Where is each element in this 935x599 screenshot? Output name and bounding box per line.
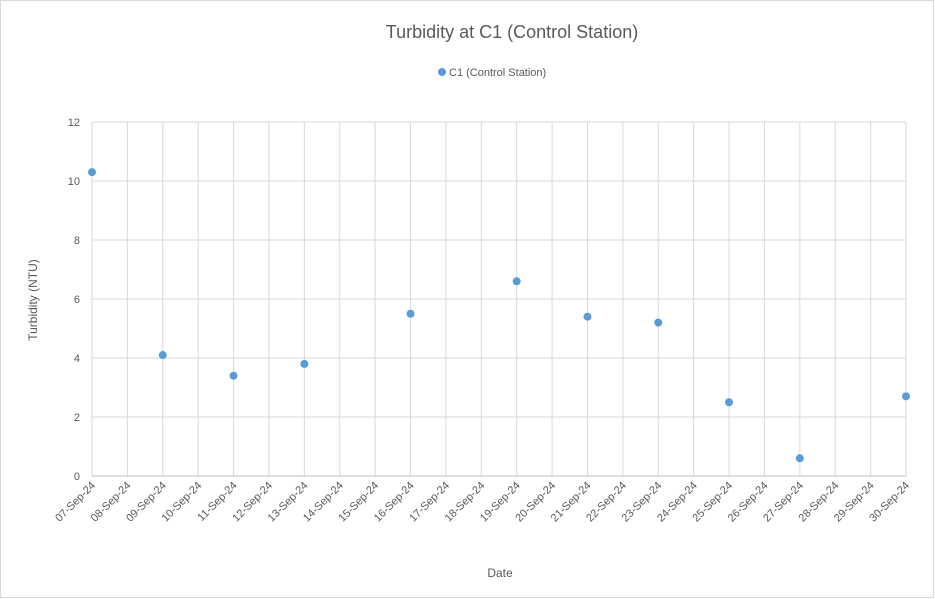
y-axis-title: Turbidity (NTU) bbox=[26, 259, 40, 341]
point bbox=[654, 318, 663, 327]
y-tick-label: 4 bbox=[74, 353, 80, 365]
y-tick-label: 2 bbox=[74, 412, 80, 424]
y-tick-label: 12 bbox=[68, 117, 80, 129]
point bbox=[300, 359, 309, 368]
point bbox=[795, 454, 804, 463]
point bbox=[725, 398, 734, 407]
point bbox=[902, 392, 910, 401]
legend-marker bbox=[438, 68, 446, 76]
chart-title: Turbidity at C1 (Control Station) bbox=[386, 22, 638, 42]
legend-label: C1 (Control Station) bbox=[449, 67, 546, 79]
point bbox=[88, 168, 96, 177]
y-tick-label: 8 bbox=[74, 235, 80, 247]
point bbox=[406, 309, 415, 318]
point bbox=[229, 371, 238, 380]
y-tick-label: 6 bbox=[74, 294, 80, 306]
point bbox=[583, 312, 592, 321]
x-axis-title: Date bbox=[487, 566, 513, 580]
point bbox=[512, 277, 521, 286]
point bbox=[158, 351, 167, 360]
y-tick-label: 0 bbox=[74, 471, 80, 483]
y-tick-label: 10 bbox=[68, 176, 80, 188]
